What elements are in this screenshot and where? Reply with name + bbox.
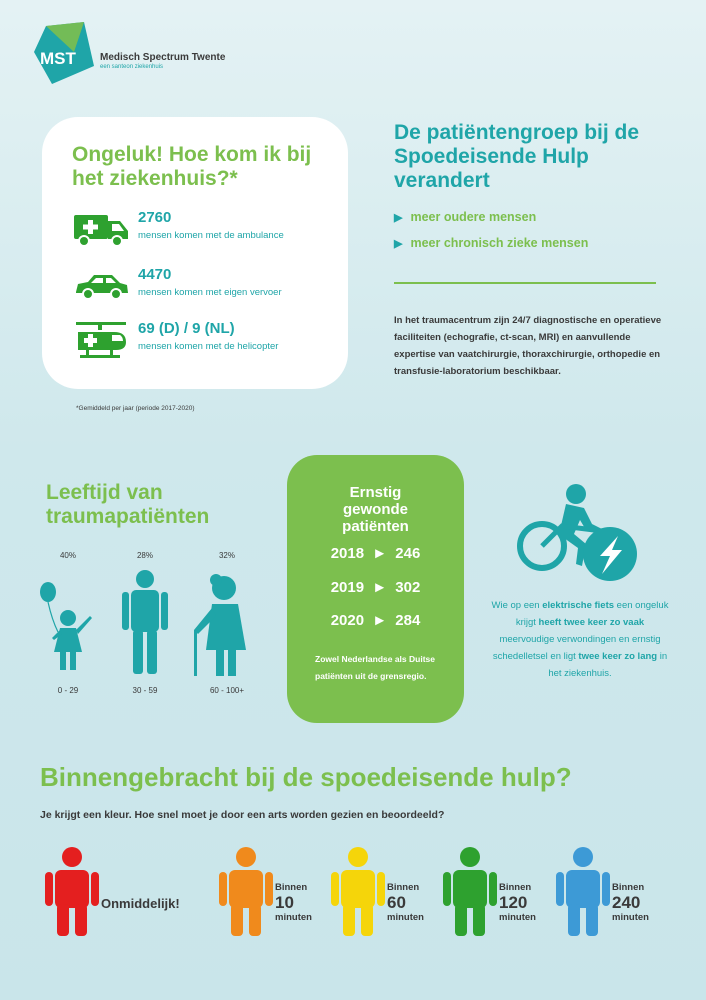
year: 2020 xyxy=(330,612,365,629)
severe-year-row: 2018 ► 246 xyxy=(287,545,464,562)
severe-title: Ernstig gewonde patiënten xyxy=(342,484,409,535)
age-range: 60 - 100+ xyxy=(209,686,245,695)
triage-unit: minuten xyxy=(612,912,649,923)
patient-group-item: ▶ meer chronisch zieke mensen xyxy=(394,236,674,250)
ebike-text-bold: twee keer zo lang xyxy=(578,651,658,662)
triage-within: Binnen xyxy=(499,882,532,893)
patient-group-item: ▶ meer oudere mensen xyxy=(394,210,674,224)
person-green-icon xyxy=(443,847,497,936)
year-value: 246 xyxy=(395,545,421,562)
severe-note: Zowel Nederlandse als Duitse patiënten u… xyxy=(315,654,435,681)
arrow-icon: ► xyxy=(372,545,388,562)
triage-minutes-number: 240 xyxy=(612,893,641,912)
person-blue-icon xyxy=(556,847,610,936)
triage-unit: minuten xyxy=(387,912,424,923)
triage-minutes-number: 10 xyxy=(275,893,294,912)
triage-within: Binnen xyxy=(387,882,420,893)
ambulance-number: 2760 xyxy=(138,209,172,226)
age-range: 0 - 29 xyxy=(57,686,79,695)
triage-subtitle: Je krijgt een kleur. Hoe snel moet je do… xyxy=(40,809,445,821)
age-percent: 40% xyxy=(59,551,76,560)
ebike-text: Wie op een elektrische fiets een ongeluk… xyxy=(490,597,670,682)
logo-mark-text: MST xyxy=(40,49,77,68)
triage-minutes-number: 60 xyxy=(387,893,406,912)
helicopter-row: 69 (D) / 9 (NL) mensen komen met de heli… xyxy=(72,320,342,360)
triage-orange-text: Binnen 10 minuten xyxy=(275,882,312,923)
patient-group-title: De patiëntengroep bij de Spoedeisende Hu… xyxy=(394,121,640,192)
severe-card: Ernstig gewonde patiënten 2018 ► 246 201… xyxy=(287,455,464,723)
person-red-icon xyxy=(45,847,99,936)
triage-minutes-number: 120 xyxy=(499,893,528,912)
ebike-text-part: meervoudige verwondingen en ernstig sche… xyxy=(492,634,661,662)
triage-unit: minuten xyxy=(499,912,536,923)
logo-subtitle: een santeon ziekenhuis xyxy=(100,64,164,70)
accident-title: Ongeluk! Hoe kom ik bij het ziekenhuis?* xyxy=(72,143,312,190)
triage-within: Binnen xyxy=(612,882,645,893)
arrow-icon: ► xyxy=(372,579,388,596)
triage-within: Binnen xyxy=(275,882,308,893)
car-number: 4470 xyxy=(138,266,172,283)
ebike-text-bold: elektrische fiets xyxy=(542,600,615,611)
child-with-balloon-icon xyxy=(40,582,92,670)
patient-group-item-text: meer chronisch zieke mensen xyxy=(410,236,589,250)
logo-name: Medisch Spectrum Twente xyxy=(100,52,226,63)
car-row: 4470 mensen komen met eigen vervoer xyxy=(72,266,342,306)
age-range: 30 - 59 xyxy=(132,686,158,695)
mst-logo: MST xyxy=(34,22,94,84)
triangle-bullet-icon: ▶ xyxy=(394,212,403,224)
helicopter-icon xyxy=(76,322,126,358)
ambulance-row: 2760 mensen komen met de ambulance xyxy=(72,209,342,249)
electric-bike-icon xyxy=(517,484,637,581)
year: 2019 xyxy=(330,579,365,596)
logo-text: Medisch Spectrum Twente een santeon ziek… xyxy=(100,52,225,70)
car-icon xyxy=(76,275,128,300)
elderly-woman-icon xyxy=(194,574,246,676)
ebike-text-part: Wie op een xyxy=(491,600,543,611)
footnote: *Gemiddeld per jaar (periode 2017-2020) xyxy=(76,405,195,412)
year-value: 302 xyxy=(395,579,421,596)
ebike-text-bold: heeft twee keer zo vaak xyxy=(538,617,645,628)
severe-year-row: 2019 ► 302 xyxy=(287,579,464,596)
helicopter-desc: mensen komen met de helicopter xyxy=(138,341,279,352)
patient-group-item-text: meer oudere mensen xyxy=(410,210,537,224)
person-yellow-icon xyxy=(331,847,385,936)
helicopter-number: 69 (D) / 9 (NL) xyxy=(138,320,235,337)
year: 2018 xyxy=(330,545,365,562)
arrow-icon: ► xyxy=(372,612,388,629)
age-title: Leeftijd van traumapatiënten xyxy=(46,481,210,528)
ebike-text-part: in het ziekenhuis. xyxy=(548,651,668,679)
triage-immediate: Onmiddelijk! xyxy=(101,896,180,911)
car-desc: mensen komen met eigen vervoer xyxy=(138,287,282,298)
accident-card: Ongeluk! Hoe kom ik bij het ziekenhuis?*… xyxy=(42,117,348,389)
year-value: 284 xyxy=(395,612,421,629)
triage-yellow-text: Binnen 60 minuten xyxy=(387,882,424,923)
triangle-bullet-icon: ▶ xyxy=(394,238,403,250)
triage-blue-text: Binnen 240 minuten xyxy=(612,882,649,923)
patient-group-body: In het traumacentrum zijn 24/7 diagnosti… xyxy=(394,315,662,377)
divider xyxy=(394,282,656,284)
severe-year-row: 2020 ► 284 xyxy=(287,612,464,629)
person-orange-icon xyxy=(219,847,273,936)
ambulance-desc: mensen komen met de ambulance xyxy=(138,230,284,241)
triage-unit: minuten xyxy=(275,912,312,923)
age-percent: 32% xyxy=(218,551,235,560)
adult-icon xyxy=(122,570,168,674)
triage-green-text: Binnen 120 minuten xyxy=(499,882,536,923)
triage-title: Binnengebracht bij de spoedeisende hulp? xyxy=(40,762,572,792)
ambulance-icon xyxy=(74,215,128,247)
ebike-text-part: een ongeluk krijgt xyxy=(515,600,669,628)
age-percent: 28% xyxy=(136,551,153,560)
